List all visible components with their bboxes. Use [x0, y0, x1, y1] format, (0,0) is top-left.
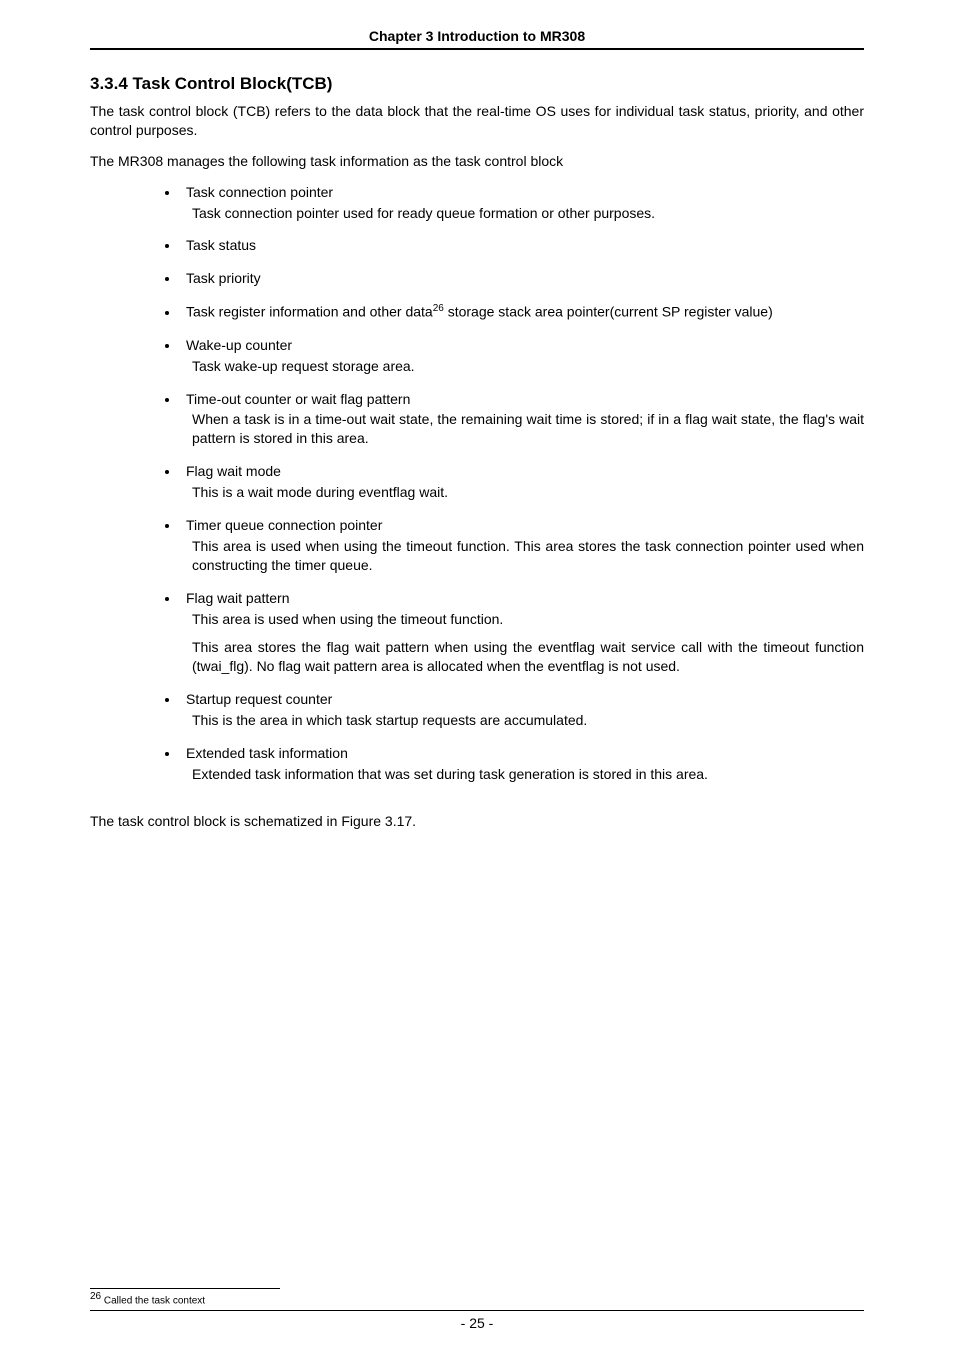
list-item: Task register information and other data… — [180, 302, 864, 322]
list-item: Task priority — [180, 269, 864, 288]
item-title: Task register information and other data… — [186, 302, 864, 322]
tcb-bullet-list: Task connection pointer Task connection … — [90, 183, 864, 784]
item-title: Wake-up counter — [186, 336, 864, 355]
item-title: Flag wait mode — [186, 462, 864, 481]
intro-paragraph-1: The task control block (TCB) refers to t… — [90, 102, 864, 140]
list-item: Time-out counter or wait flag pattern Wh… — [180, 390, 864, 449]
item-description: Task wake-up request storage area. — [192, 357, 864, 376]
item-title: Timer queue connection pointer — [186, 516, 864, 535]
page-number: - 25 - — [90, 1315, 864, 1331]
item-title-post: storage stack area pointer(current SP re… — [444, 304, 773, 320]
item-title: Task connection pointer — [186, 183, 864, 202]
list-item: Timer queue connection pointer This area… — [180, 516, 864, 575]
footnote-text: Called the task context — [101, 1295, 205, 1306]
list-item: Extended task information Extended task … — [180, 744, 864, 784]
list-item: Task status — [180, 236, 864, 255]
item-description: When a task is in a time-out wait state,… — [192, 410, 864, 448]
list-item: Startup request counter This is the area… — [180, 690, 864, 730]
chapter-header: Chapter 3 Introduction to MR308 — [90, 28, 864, 50]
footnote-separator — [90, 1288, 280, 1289]
item-description: Extended task information that was set d… — [192, 765, 864, 784]
item-description: This is a wait mode during eventflag wai… — [192, 483, 864, 502]
item-description: This area is used when using the timeout… — [192, 537, 864, 575]
footnote-ref: 26 — [433, 303, 444, 314]
page-footer-block: 26 Called the task context - 25 - — [90, 1288, 864, 1331]
item-title-pre: Task register information and other data — [186, 304, 433, 320]
section-heading: 3.3.4 Task Control Block(TCB) — [90, 74, 864, 94]
intro-paragraph-2: The MR308 manages the following task inf… — [90, 152, 864, 171]
item-title: Task priority — [186, 269, 864, 288]
item-description: Task connection pointer used for ready q… — [192, 204, 864, 223]
list-item: Flag wait mode This is a wait mode durin… — [180, 462, 864, 502]
list-item: Wake-up counter Task wake-up request sto… — [180, 336, 864, 376]
footnote: 26 Called the task context — [90, 1291, 864, 1306]
item-title: Extended task information — [186, 744, 864, 763]
item-description: This area is used when using the timeout… — [192, 610, 864, 629]
closing-paragraph: The task control block is schematized in… — [90, 812, 864, 831]
item-title: Flag wait pattern — [186, 589, 864, 608]
item-description: This is the area in which task startup r… — [192, 711, 864, 730]
item-title: Time-out counter or wait flag pattern — [186, 390, 864, 409]
list-item: Task connection pointer Task connection … — [180, 183, 864, 223]
item-title: Task status — [186, 236, 864, 255]
item-extra: This area stores the flag wait pattern w… — [192, 638, 864, 676]
item-title: Startup request counter — [186, 690, 864, 709]
footnote-number: 26 — [90, 1291, 101, 1302]
list-item: Flag wait pattern This area is used when… — [180, 589, 864, 677]
footer-rule: - 25 - — [90, 1310, 864, 1331]
